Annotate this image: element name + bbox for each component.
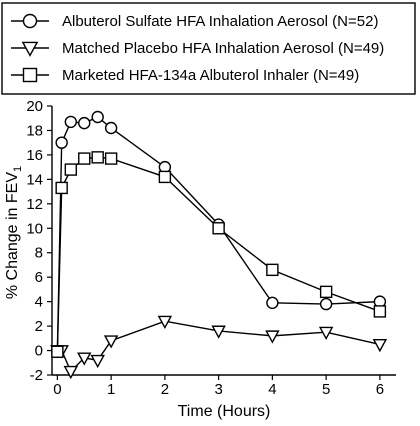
data-point-circle (319, 297, 333, 311)
data-point-square (51, 345, 64, 358)
data-point-circle (78, 116, 91, 130)
data-point-triangle-down (77, 352, 92, 366)
y-tick-label: 14 (26, 171, 43, 188)
data-point-circle (64, 115, 78, 129)
x-tick-label: 2 (161, 381, 169, 398)
x-tick-label: 4 (268, 381, 276, 398)
series-triangle-down (50, 315, 388, 380)
data-point-square (78, 152, 91, 165)
x-axis-label: Time (Hours) (178, 403, 271, 420)
data-point-triangle-down (318, 326, 334, 340)
series-line-square (56, 156, 381, 352)
series-square (51, 151, 387, 358)
data-point-triangle-down (211, 325, 226, 339)
data-point-triangle-down (372, 338, 388, 353)
data-point-square (91, 151, 104, 164)
y-ticks: -2 0 2 4 6 8 10 12 14 16 18 20 (26, 98, 52, 384)
x-tick-label: 0 (53, 381, 61, 398)
y-tick-label: 18 (26, 122, 43, 139)
y-tick-label: 10 (26, 220, 43, 237)
legend-label: Marketed HFA-134a Albuterol Inhaler (N=4… (62, 67, 359, 84)
x-tick-label: 6 (376, 381, 384, 398)
legend-label: Albuterol Sulfate HFA Inhalation Aerosol… (62, 13, 378, 30)
legend-marker-triangle-down (21, 41, 39, 57)
y-tick-label: 0 (35, 343, 43, 360)
y-tick-label: -2 (30, 367, 43, 384)
x-tick-label: 1 (107, 381, 115, 398)
y-axis-label-main: % Change in FEV (4, 172, 21, 300)
y-tick-label: 6 (35, 269, 43, 286)
legend-box (1, 2, 416, 95)
data-point-circle (104, 121, 118, 135)
data-point-square (55, 181, 68, 195)
y-tick-label: 2 (35, 318, 43, 335)
y-tick-label: 16 (26, 147, 43, 164)
data-point-circle (266, 296, 279, 310)
data-point-triangle-down (103, 335, 119, 349)
x-tick-label: 5 (322, 381, 330, 398)
y-tick-label: 20 (26, 98, 43, 115)
data-point-triangle-down (90, 354, 105, 369)
y-tick-label: 8 (35, 245, 43, 262)
y-tick-label: 4 (35, 294, 43, 311)
data-point-square (212, 222, 225, 235)
data-point-square (158, 170, 172, 184)
legend-marker-square (22, 67, 38, 83)
data-point-triangle-down (265, 330, 280, 344)
data-point-square (373, 305, 387, 318)
x-tick-label: 3 (214, 381, 222, 398)
plot-area (50, 110, 388, 380)
y-axis-label: % Change in FEV1 (4, 166, 24, 299)
data-point-circle (91, 110, 104, 124)
data-point-circle (55, 136, 68, 149)
legend: Albuterol Sulfate HFA Inhalation Aerosol… (1, 2, 416, 95)
x-ticks: 0 1 2 3 4 5 6 (53, 375, 384, 398)
data-point-triangle-down (63, 365, 79, 380)
data-point-square (266, 263, 279, 277)
data-point-square (64, 163, 78, 176)
y-axis-label-subscript: 1 (12, 166, 24, 172)
legend-marker-circle (22, 13, 38, 29)
data-point-square (104, 152, 118, 165)
legend-label: Matched Placebo HFA Inhalation Aerosol (… (62, 40, 384, 57)
y-tick-label: 12 (26, 196, 43, 213)
data-point-square (319, 285, 333, 299)
data-point-triangle-down (157, 315, 173, 329)
